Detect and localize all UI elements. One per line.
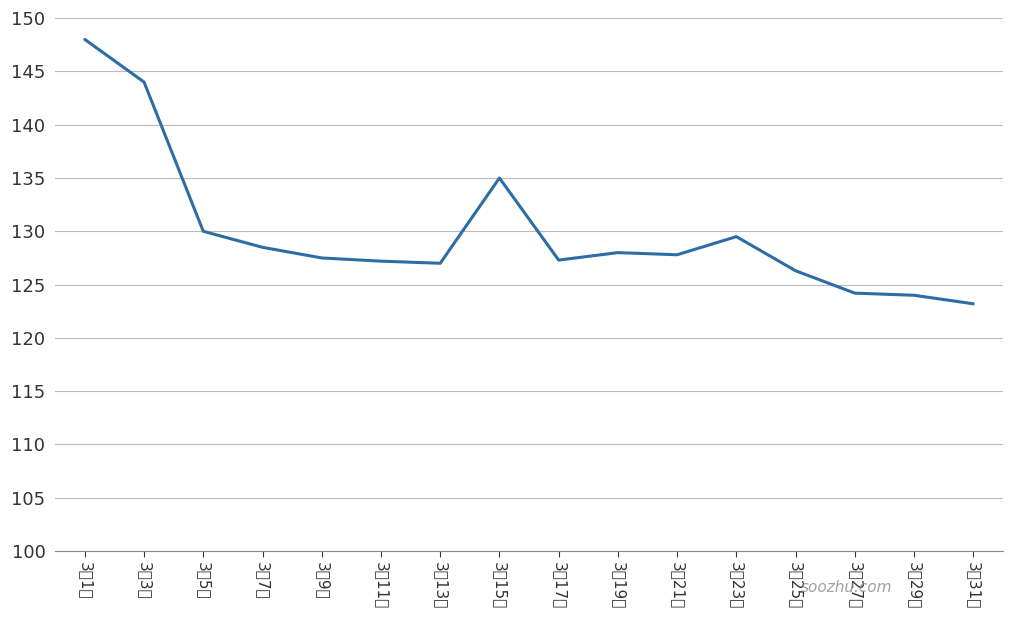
Text: soozhu.com: soozhu.com — [801, 580, 892, 595]
